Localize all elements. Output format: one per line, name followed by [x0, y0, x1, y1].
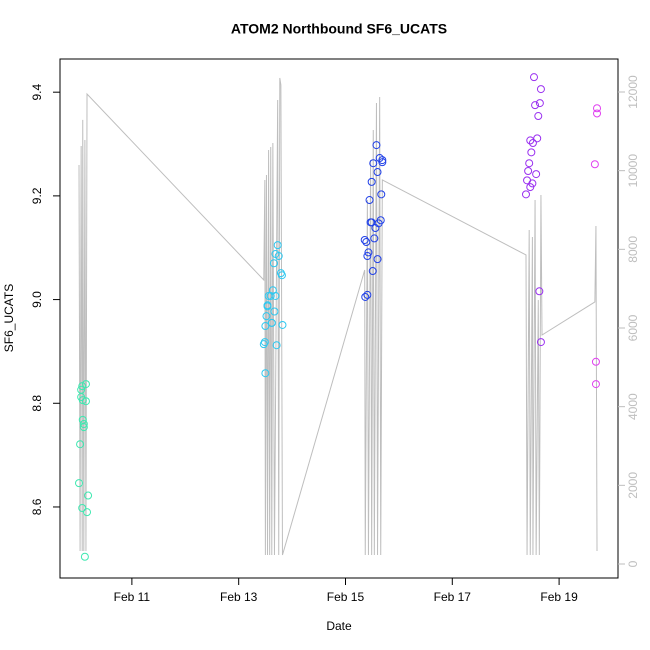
data-point — [375, 154, 384, 163]
data-point — [263, 301, 272, 310]
data-point — [378, 156, 387, 165]
data-point — [525, 159, 534, 168]
data-point — [84, 491, 93, 500]
data-point — [277, 271, 286, 280]
data-point — [593, 104, 602, 113]
data-point — [271, 291, 280, 300]
data-point — [593, 109, 602, 118]
data-point — [75, 479, 84, 488]
y-tick-label: 9.0 — [30, 291, 44, 308]
data-point — [373, 255, 382, 264]
y2-tick-label: 4000 — [626, 393, 640, 420]
data-point — [524, 166, 533, 175]
data-point — [78, 382, 87, 391]
data-point — [528, 179, 537, 188]
y2-tick-label: 6000 — [626, 314, 640, 341]
data-point — [376, 216, 385, 225]
data-point — [363, 290, 372, 299]
data-point — [274, 252, 283, 261]
data-point — [266, 291, 275, 300]
chart-title: ATOM2 Northbound SF6_UCATS — [231, 21, 447, 37]
data-point — [535, 99, 544, 108]
y2-tick-label: 12000 — [626, 75, 640, 109]
y2-tick-label: 0 — [626, 560, 640, 567]
data-point — [532, 170, 541, 179]
data-point — [523, 176, 532, 185]
data-point — [78, 396, 87, 405]
data-point — [368, 267, 377, 276]
y-tick-label: 9.4 — [30, 84, 44, 101]
data-point — [261, 322, 270, 331]
y2-tick-label: 8000 — [626, 236, 640, 263]
data-point — [536, 85, 545, 94]
data-point — [534, 112, 543, 121]
data-point — [80, 552, 89, 561]
data-point — [269, 259, 278, 268]
line-series — [78, 77, 598, 556]
data-point — [533, 134, 542, 143]
data-point — [363, 252, 372, 261]
x-tick-label: Feb 13 — [220, 590, 258, 604]
data-point — [536, 338, 545, 347]
data-point — [267, 318, 276, 327]
data-point — [260, 338, 269, 347]
data-point — [521, 190, 530, 199]
data-point — [273, 241, 282, 250]
data-point — [76, 440, 85, 449]
y2-tick-label: 10000 — [626, 154, 640, 188]
data-point — [367, 177, 376, 186]
data-point — [364, 248, 373, 257]
data-point — [370, 234, 379, 243]
data-point — [81, 380, 90, 389]
y-tick-label: 8.8 — [30, 395, 44, 412]
y-tick-label: 9.2 — [30, 187, 44, 204]
x-axis-title: Date — [326, 619, 352, 633]
data-point — [591, 357, 600, 366]
y2-tick-label: 2000 — [626, 472, 640, 499]
data-point — [270, 307, 279, 316]
data-point — [79, 423, 88, 432]
data-point — [272, 341, 281, 350]
data-point — [78, 504, 87, 513]
x-tick-label: Feb 11 — [114, 590, 151, 604]
data-point — [372, 141, 381, 150]
data-point — [591, 380, 600, 389]
data-point — [278, 320, 287, 329]
data-point — [362, 238, 371, 247]
data-point — [79, 420, 88, 429]
data-point — [81, 397, 90, 406]
data-point — [377, 190, 386, 199]
x-tick-label: Feb 15 — [327, 590, 365, 604]
data-point — [369, 159, 378, 168]
data-point — [361, 292, 370, 301]
data-point — [531, 101, 540, 110]
y-tick-label: 8.6 — [30, 498, 44, 515]
data-point — [528, 138, 537, 147]
data-point — [83, 508, 92, 517]
data-point — [360, 235, 369, 244]
data-point — [373, 168, 382, 177]
data-point — [261, 369, 270, 378]
data-point — [365, 196, 374, 205]
data-point — [262, 312, 271, 321]
data-point — [529, 73, 538, 82]
x-tick-label: Feb 17 — [434, 590, 472, 604]
data-point — [535, 287, 544, 296]
y-axis-title: SF6_UCATS — [2, 284, 16, 352]
plot-frame — [59, 58, 619, 579]
x-tick-label: Feb 19 — [540, 590, 578, 604]
data-point — [527, 148, 536, 157]
data-point — [378, 158, 387, 167]
data-point — [526, 136, 535, 145]
data-point — [590, 160, 599, 169]
